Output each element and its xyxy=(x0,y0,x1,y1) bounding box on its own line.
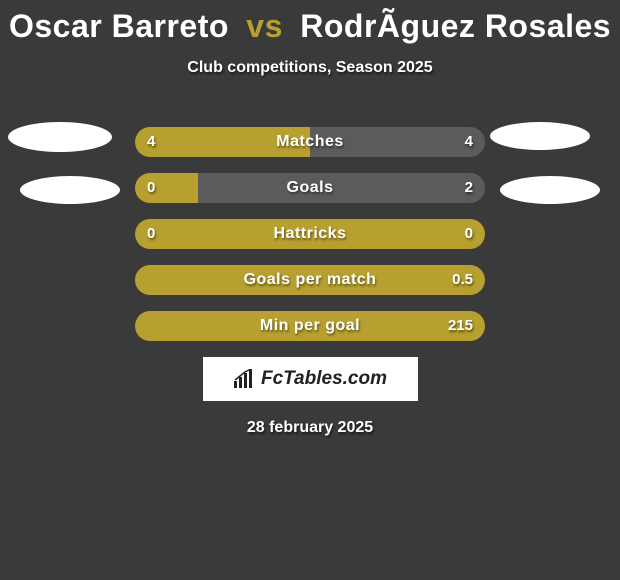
stat-row: 0Goals2 xyxy=(135,173,485,203)
stat-row: 0Hattricks0 xyxy=(135,219,485,249)
stat-label: Matches xyxy=(135,127,485,157)
chart-icon xyxy=(233,369,255,389)
stat-row: 4Matches4 xyxy=(135,127,485,157)
stat-value-right: 4 xyxy=(465,127,473,157)
decorative-ellipse xyxy=(500,176,600,204)
stat-label: Hattricks xyxy=(135,219,485,249)
decorative-ellipse xyxy=(20,176,120,204)
brand-box: FcTables.com xyxy=(203,357,418,401)
stat-row: Min per goal215 xyxy=(135,311,485,341)
comparison-title: Oscar Barreto vs RodrÃ­guez Rosales xyxy=(0,0,620,45)
player2-name: RodrÃ­guez Rosales xyxy=(300,8,611,44)
stat-value-right: 215 xyxy=(448,311,473,341)
brand-text: FcTables.com xyxy=(261,368,387,390)
stat-label: Goals xyxy=(135,173,485,203)
stat-label: Goals per match xyxy=(135,265,485,295)
decorative-ellipse xyxy=(8,122,112,152)
decorative-ellipse xyxy=(490,122,590,150)
player1-name: Oscar Barreto xyxy=(9,8,229,44)
stat-row: Goals per match0.5 xyxy=(135,265,485,295)
stat-value-right: 0 xyxy=(465,219,473,249)
date-text: 28 february 2025 xyxy=(0,419,620,437)
stat-value-right: 2 xyxy=(465,173,473,203)
subtitle: Club competitions, Season 2025 xyxy=(0,59,620,77)
stats-bars: 4Matches40Goals20Hattricks0Goals per mat… xyxy=(135,127,485,341)
stat-value-right: 0.5 xyxy=(452,265,473,295)
stat-label: Min per goal xyxy=(135,311,485,341)
vs-text: vs xyxy=(238,8,291,44)
